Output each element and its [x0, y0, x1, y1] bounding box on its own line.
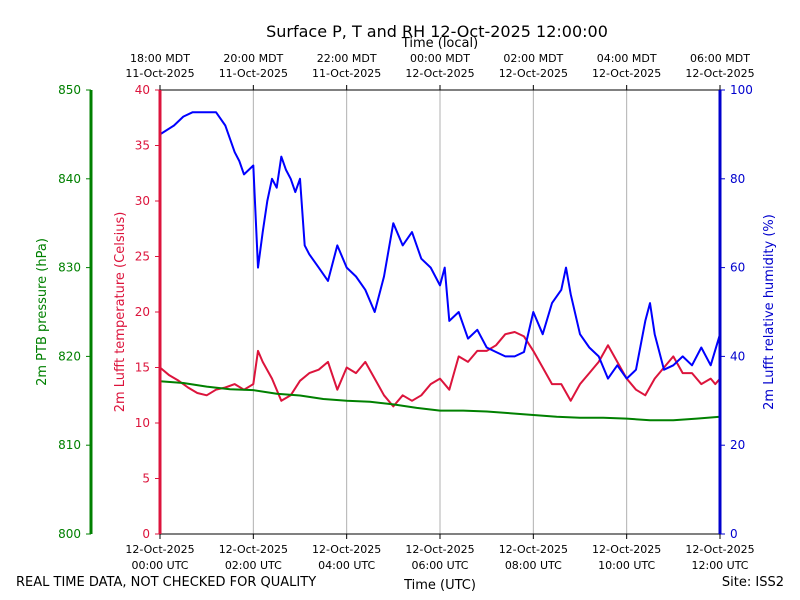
x-tick-label-utc-date-3: 12-Oct-2025 [405, 543, 474, 556]
x-tick-label-local-time-1: 20:00 MDT [223, 52, 283, 65]
humidity-tick-label-3: 60 [730, 261, 745, 275]
humidity-tick-label-4: 80 [730, 172, 745, 186]
humidity-tick-label-2: 40 [730, 349, 745, 363]
temperature-tick-label-4: 20 [135, 305, 150, 319]
humidity-tick-label-5: 100 [730, 83, 753, 97]
quality-disclaimer: REAL TIME DATA, NOT CHECKED FOR QUALITY [16, 575, 317, 590]
x-tick-label-local-time-0: 18:00 MDT [130, 52, 190, 65]
x-tick-label-local-time-6: 06:00 MDT [690, 52, 750, 65]
y-tick-labels: 0 5 10 15 20 25 30 35 40 800 810 820 830 840 850 0 20 40 6… [58, 83, 753, 541]
axes-layer [86, 85, 725, 539]
x-tick-label-local-date-3: 12-Oct-2025 [405, 67, 474, 80]
temperature-axis-label: 2m Lufft temperature (Celsius) [113, 212, 128, 413]
x-tick-label-utc-date-6: 12-Oct-2025 [685, 543, 754, 556]
x-tick-label-utc-time-0: 00:00 UTC [131, 559, 188, 572]
temperature-tick-label-3: 15 [135, 361, 150, 375]
temperature-tick-label-6: 30 [135, 194, 150, 208]
site-label: Site: ISS2 [721, 575, 784, 590]
pressure-tick-label-0: 800 [58, 527, 81, 541]
x-tick-label-local-date-4: 12-Oct-2025 [499, 67, 568, 80]
x-tick-label-local-date-2: 11-Oct-2025 [312, 67, 381, 80]
x-tick-label-local-date-5: 12-Oct-2025 [592, 67, 661, 80]
x-tick-labels: 12-Oct-2025 00:00 UTC 18:00 MDT 11-Oct-2025… [125, 52, 754, 572]
series-line-temperature [159, 331, 721, 408]
x-axis-label: Time (UTC) [403, 578, 476, 593]
series-layer [159, 111, 721, 422]
x-tick-label-utc-date-1: 12-Oct-2025 [219, 543, 288, 556]
x-tick-label-local-date-1: 11-Oct-2025 [219, 67, 288, 80]
pressure-tick-label-2: 820 [58, 349, 81, 363]
humidity-tick-label-0: 0 [730, 527, 738, 541]
x-tick-label-local-date-0: 11-Oct-2025 [125, 67, 194, 80]
top-axis-label: Time (local) [401, 36, 478, 51]
x-tick-label-utc-date-4: 12-Oct-2025 [499, 543, 568, 556]
x-tick-label-utc-time-4: 08:00 UTC [505, 559, 562, 572]
temperature-tick-label-0: 0 [142, 527, 150, 541]
pressure-tick-label-4: 840 [58, 172, 81, 186]
x-tick-label-utc-time-6: 12:00 UTC [691, 559, 748, 572]
x-tick-label-utc-time-1: 02:00 UTC [225, 559, 282, 572]
x-tick-label-local-time-5: 04:00 MDT [597, 52, 657, 65]
x-tick-label-utc-time-3: 06:00 UTC [411, 559, 468, 572]
chart-title: Surface P, T and RH 12-Oct-2025 12:00:00 [266, 22, 608, 41]
x-tick-label-local-time-3: 00:00 MDT [410, 52, 470, 65]
series-line-pressure [159, 380, 721, 422]
x-tick-label-utc-date-5: 12-Oct-2025 [592, 543, 661, 556]
x-tick-label-utc-date-0: 12-Oct-2025 [125, 543, 194, 556]
pressure-tick-label-1: 810 [58, 438, 81, 452]
x-tick-label-local-date-6: 12-Oct-2025 [685, 67, 754, 80]
x-tick-label-utc-time-5: 10:00 UTC [598, 559, 655, 572]
x-tick-label-local-time-4: 02:00 MDT [503, 52, 563, 65]
humidity-tick-label-1: 20 [730, 438, 745, 452]
temperature-tick-label-1: 5 [142, 472, 150, 486]
x-tick-label-utc-date-2: 12-Oct-2025 [312, 543, 381, 556]
x-tick-label-local-time-2: 22:00 MDT [317, 52, 377, 65]
pressure-axis-label: 2m PTB pressure (hPa) [35, 238, 50, 386]
pressure-tick-label-3: 830 [58, 261, 81, 275]
vertical-gridlines [252, 90, 628, 534]
temperature-tick-label-2: 10 [135, 416, 150, 430]
temperature-tick-label-7: 35 [135, 139, 150, 153]
temperature-tick-label-8: 40 [135, 83, 150, 97]
x-tick-label-utc-time-2: 04:00 UTC [318, 559, 375, 572]
humidity-axis-label: 2m Lufft relative humidity (%) [762, 214, 777, 410]
temperature-tick-label-5: 25 [135, 250, 150, 264]
pressure-tick-label-5: 850 [58, 83, 81, 97]
series-line-humidity [159, 111, 721, 380]
